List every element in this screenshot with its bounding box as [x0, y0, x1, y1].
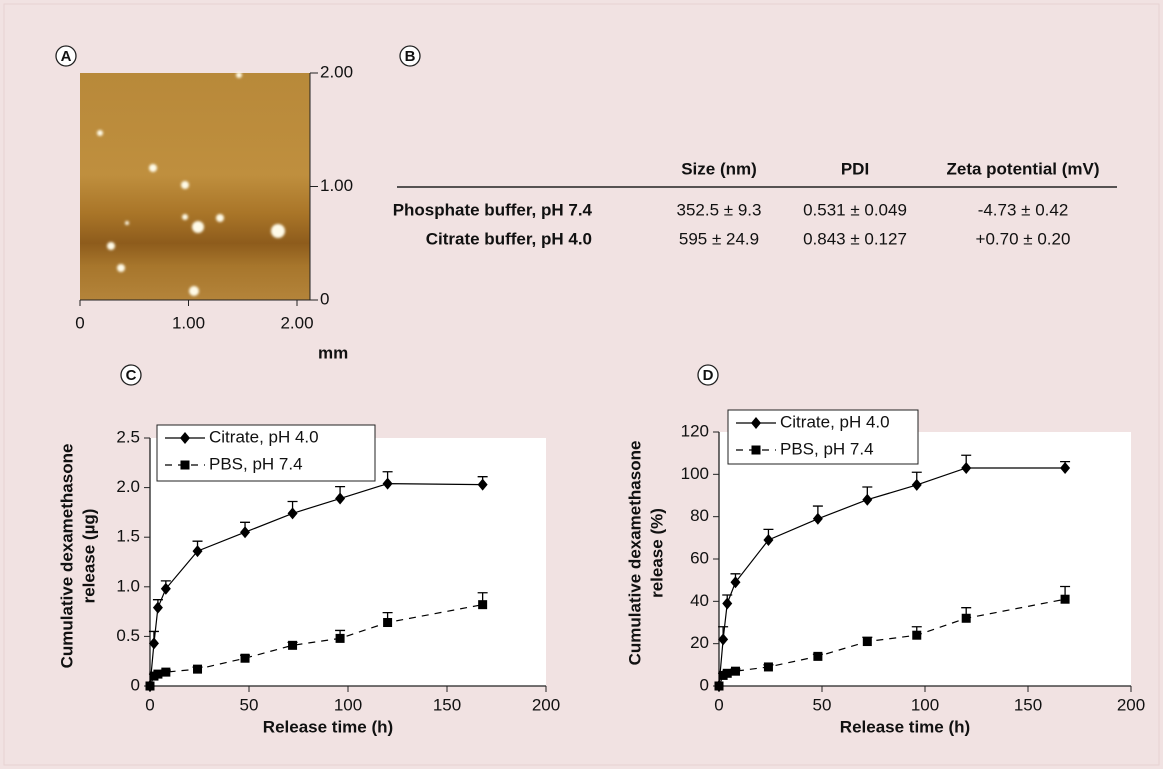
table-cell: 595 ± 24.9 — [679, 229, 759, 248]
legend: Citrate, pH 4.0 PBS, pH 7.4 — [157, 425, 375, 481]
legend: Citrate, pH 4.0 PBS, pH 7.4 — [728, 410, 918, 464]
x-tick-label: 100 — [334, 695, 362, 714]
marker — [193, 665, 202, 674]
marker — [383, 618, 392, 627]
x-axis-title: Release time (h) — [840, 717, 970, 736]
marker — [715, 682, 724, 691]
panel-label: C — [126, 367, 137, 384]
x-tick-label: 150 — [433, 695, 461, 714]
marker — [962, 614, 971, 623]
y-tick-label: 0 — [320, 289, 329, 308]
x-tick-label: 200 — [532, 695, 560, 714]
legend-label: PBS, pH 7.4 — [780, 439, 874, 458]
x-tick-label: 100 — [911, 695, 939, 714]
axis-unit: mm — [318, 343, 348, 362]
marker — [288, 641, 297, 650]
y-tick-label: 2.5 — [116, 427, 140, 446]
table-cell: 352.5 ± 9.3 — [677, 200, 762, 219]
column-header: Size (nm) — [681, 159, 757, 178]
table-cell: 0.531 ± 0.049 — [803, 200, 907, 219]
x-tick-label: 0 — [75, 313, 84, 332]
figure: 01.002.0001.002.00mm Size (nm)PDIZeta po… — [0, 0, 1163, 769]
marker — [1061, 595, 1070, 604]
legend-label: Citrate, pH 4.0 — [780, 412, 890, 431]
x-tick-label: 0 — [714, 695, 723, 714]
y-tick-label: 100 — [681, 464, 709, 483]
x-tick-label: 0 — [145, 695, 154, 714]
marker — [146, 682, 155, 691]
marker — [764, 662, 773, 671]
x-axis-title: Release time (h) — [263, 717, 393, 736]
marker — [153, 670, 162, 679]
y-tick-label: 0.5 — [116, 626, 140, 645]
marker — [752, 446, 761, 455]
row-label: Phosphate buffer, pH 7.4 — [393, 200, 593, 219]
marker — [161, 668, 170, 677]
column-header: PDI — [841, 159, 869, 178]
x-tick-label: 50 — [813, 695, 832, 714]
marker — [863, 637, 872, 646]
y-tick-label: 80 — [690, 506, 709, 525]
plot-area — [719, 432, 1131, 686]
x-tick-label: 200 — [1117, 695, 1145, 714]
y-tick-label: 1.00 — [320, 176, 353, 195]
y-tick-label: 120 — [681, 421, 709, 440]
y-tick-label: 1.5 — [116, 527, 140, 546]
panel-label: D — [703, 367, 714, 384]
y-tick-label: 20 — [690, 633, 709, 652]
y-axis-title: Cumulative dexamethasone — [625, 441, 644, 666]
y-tick-label: 60 — [690, 548, 709, 567]
marker — [336, 634, 345, 643]
marker — [813, 652, 822, 661]
legend-label: PBS, pH 7.4 — [209, 454, 303, 473]
table-cell: 0.843 ± 0.127 — [803, 229, 907, 248]
marker — [731, 667, 740, 676]
marker — [241, 654, 250, 663]
table-cell: +0.70 ± 0.20 — [976, 229, 1071, 248]
panel-label: B — [405, 48, 416, 65]
marker — [912, 631, 921, 640]
marker — [181, 461, 190, 470]
row-label: Citrate buffer, pH 4.0 — [426, 229, 592, 248]
y-tick-label: 40 — [690, 591, 709, 610]
x-tick-label: 150 — [1014, 695, 1042, 714]
y-axis-title: Cumulative dexamethasone — [57, 444, 76, 669]
x-tick-label: 2.00 — [280, 313, 313, 332]
marker — [478, 600, 487, 609]
y-axis-title: release (%) — [647, 508, 666, 598]
y-tick-label: 2.0 — [116, 477, 140, 496]
marker — [723, 669, 732, 678]
y-tick-label: 1.0 — [116, 576, 140, 595]
x-tick-label: 1.00 — [172, 313, 205, 332]
table-cell: -4.73 ± 0.42 — [978, 200, 1069, 219]
column-header: Zeta potential (mV) — [946, 159, 1099, 178]
x-tick-label: 50 — [240, 695, 259, 714]
y-tick-label: 2.00 — [320, 62, 353, 81]
y-tick-label: 0 — [131, 675, 140, 694]
y-tick-label: 0 — [700, 675, 709, 694]
afm-image — [80, 72, 310, 300]
legend-label: Citrate, pH 4.0 — [209, 427, 319, 446]
y-axis-title: release (µg) — [79, 509, 98, 604]
panel-label: A — [61, 48, 72, 65]
